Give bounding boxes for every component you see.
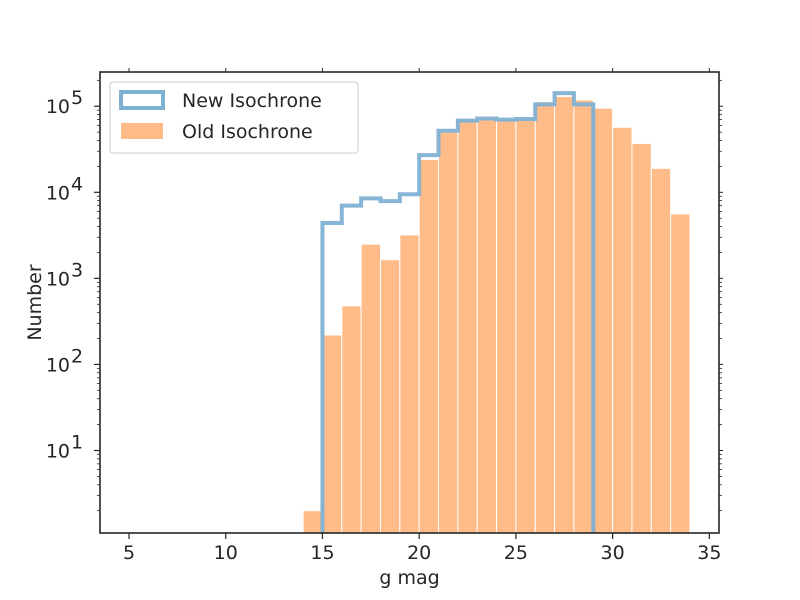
old-isochrone-bar bbox=[321, 334, 343, 534]
new-isochrone-step-line bbox=[320, 91, 596, 533]
old-isochrone-bar bbox=[592, 107, 614, 534]
legend-swatch-new-isochrone bbox=[119, 90, 165, 110]
x-tick-label: 25 bbox=[504, 542, 528, 564]
old-isochrone-bar bbox=[476, 118, 498, 534]
y-tick-label: 10 bbox=[46, 354, 70, 376]
old-isochrone-bar bbox=[399, 234, 420, 534]
legend-box bbox=[109, 81, 359, 154]
old-isochrone-bar bbox=[554, 95, 575, 534]
y-tick-exponent: 1 bbox=[71, 431, 83, 453]
old-isochrone-bars bbox=[302, 95, 691, 534]
x-tick-label: 20 bbox=[407, 542, 431, 564]
y-tick-label: 10 bbox=[46, 182, 70, 204]
x-tick-label: 5 bbox=[123, 542, 135, 564]
x-axis: 5 10 15 20 25 30 35 bbox=[123, 68, 721, 564]
old-isochrone-bar bbox=[360, 243, 381, 534]
old-isochrone-bar bbox=[418, 159, 440, 534]
x-tick-label: 10 bbox=[214, 542, 238, 564]
legend-swatch-old-isochrone bbox=[121, 123, 163, 139]
old-isochrone-bar bbox=[496, 119, 517, 534]
old-isochrone-bar bbox=[670, 213, 691, 534]
old-isochrone-bar bbox=[438, 131, 459, 534]
old-isochrone-bar bbox=[573, 99, 594, 534]
y-tick-exponent: 4 bbox=[71, 173, 83, 195]
y-axis-title: Number bbox=[24, 264, 46, 341]
x-tick-label: 15 bbox=[310, 542, 334, 564]
x-tick-label: 30 bbox=[601, 542, 625, 564]
y-tick-label: 10 bbox=[46, 440, 70, 462]
legend-label-new-isochrone: New Isochrone bbox=[182, 90, 322, 112]
y-tick-label: 10 bbox=[46, 268, 70, 290]
old-isochrone-bar bbox=[379, 259, 401, 534]
old-isochrone-bar bbox=[515, 118, 536, 534]
x-axis-title: g mag bbox=[379, 567, 439, 589]
old-isochrone-bar bbox=[650, 167, 672, 534]
y-tick-exponent: 5 bbox=[71, 87, 83, 109]
plot-frame bbox=[99, 71, 720, 534]
legend: New Isochrone Old Isochrone bbox=[109, 81, 359, 154]
old-isochrone-bar bbox=[341, 305, 362, 534]
old-isochrone-bar bbox=[631, 142, 652, 534]
old-isochrone-bar bbox=[612, 126, 633, 534]
y-tick-label: 10 bbox=[46, 96, 70, 118]
old-isochrone-bar bbox=[302, 510, 323, 534]
legend-label-old-isochrone: Old Isochrone bbox=[182, 121, 313, 143]
old-isochrone-bar bbox=[457, 119, 478, 534]
y-tick-exponent: 2 bbox=[71, 345, 83, 367]
y-tick-exponent: 3 bbox=[71, 259, 83, 281]
x-tick-label: 35 bbox=[697, 542, 721, 564]
old-isochrone-bar bbox=[534, 101, 556, 534]
